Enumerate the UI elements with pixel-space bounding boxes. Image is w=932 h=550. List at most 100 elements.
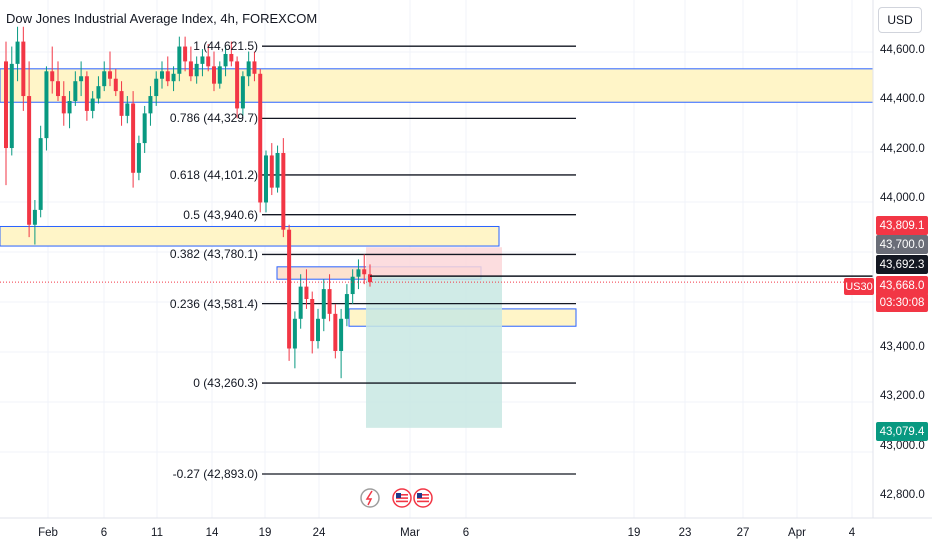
candle-body: [206, 56, 211, 67]
candle-body: [113, 78, 118, 92]
candle-body: [15, 41, 20, 64]
candle-body: [27, 96, 32, 225]
candle-body: [38, 138, 43, 210]
candle-body: [321, 289, 326, 319]
x-tick-label: 19: [258, 527, 272, 539]
y-tick-label: 43,200.0: [880, 390, 925, 402]
fib-label: -0.27 (42,893.0): [172, 466, 258, 481]
candle-body: [287, 229, 292, 349]
candle-body: [316, 318, 320, 342]
candle-body: [212, 66, 216, 84]
lightning-icon: [365, 490, 373, 506]
candle-body: [136, 143, 141, 173]
flag-canton: [396, 493, 401, 498]
last-close-price-tag: 43,692.3: [876, 255, 928, 274]
candle-body: [339, 318, 344, 351]
candle-body: [50, 71, 55, 82]
candle-body: [84, 76, 89, 111]
x-tick-label: 4: [848, 527, 856, 539]
flag-stripe: [417, 497, 429, 499]
candle-body: [269, 155, 274, 188]
candle-body: [235, 61, 240, 109]
target-price-tag: 43,079.4: [876, 422, 928, 441]
candle-body: [102, 71, 107, 87]
candle-body: [264, 155, 268, 203]
flag-stripe: [396, 497, 408, 499]
fib-label: 0 (43,260.3): [193, 376, 258, 391]
x-tick-label: 23: [678, 527, 692, 539]
candle-body: [61, 96, 66, 114]
candle-body: [67, 101, 72, 114]
flag-canton: [417, 493, 422, 498]
candle-body: [171, 73, 176, 82]
zone-rect: [0, 225, 500, 247]
candle-body: [148, 96, 153, 114]
candle-body: [252, 61, 257, 74]
flag-stripe: [417, 500, 429, 503]
candle-body: [9, 63, 14, 149]
candle-body: [188, 61, 193, 77]
candle-body: [177, 46, 182, 74]
candle-body: [350, 276, 355, 295]
candle-body: [344, 294, 349, 319]
candle-body: [131, 103, 136, 173]
zone-mid-price-tag: 43,700.0: [876, 235, 928, 254]
fib-label: 0.382 (43,780.1): [169, 247, 258, 262]
y-tick-label: 44,200.0: [880, 142, 925, 155]
flag-stripe: [396, 500, 408, 503]
candle-body: [356, 269, 361, 277]
candle-body: [258, 73, 263, 203]
candle-body: [275, 152, 280, 188]
us-flag-event-icon[interactable]: [413, 488, 433, 508]
bar-countdown-tag: 03:30:08: [876, 293, 928, 312]
candle-body: [333, 313, 338, 351]
candle-body: [246, 61, 251, 77]
candle-body: [183, 46, 188, 62]
candle-body: [327, 289, 332, 314]
x-tick-label: Apr: [788, 527, 806, 539]
x-tick-label: 27: [736, 527, 750, 539]
candle-body: [142, 113, 147, 144]
candle-body: [165, 71, 170, 82]
candle-body: [240, 76, 245, 109]
x-tick-label: Feb: [38, 527, 58, 539]
currency-selector[interactable]: USD: [878, 7, 922, 33]
dividend-event-icon[interactable]: [360, 488, 380, 508]
zone-rect: [0, 68, 874, 103]
candle-body: [108, 71, 112, 79]
fibonacci-retracement[interactable]: [262, 45, 576, 475]
x-tick-label: 19: [627, 527, 641, 539]
stop-loss-area: [366, 247, 502, 277]
flag-stripe: [396, 494, 408, 496]
short-position-tool[interactable]: [366, 247, 502, 428]
candle-body: [44, 71, 49, 139]
candle-body: [21, 41, 26, 97]
candle-body: [298, 286, 303, 319]
economic-events[interactable]: [360, 488, 433, 508]
y-tick-label: 43,000.0: [880, 439, 925, 452]
candle-body: [217, 66, 222, 84]
x-tick-label: 6: [100, 527, 108, 539]
candle-body: [229, 53, 234, 62]
candlestick-series: [4, 26, 372, 379]
candle-body: [310, 299, 315, 342]
zone-top-price-tag: 43,809.1: [876, 216, 928, 235]
x-tick-label: 11: [151, 527, 163, 539]
y-tick-label: 44,600.0: [880, 43, 925, 56]
candle-body: [90, 98, 95, 111]
candle-body: [194, 63, 199, 77]
fib-label: 1 (44,621.5): [193, 39, 258, 54]
fib-label: 0.618 (44,101.2): [169, 167, 258, 182]
x-tick-label: 14: [205, 527, 219, 539]
candle-body: [56, 81, 60, 97]
fib-label: 0.236 (43,581.4): [169, 296, 258, 311]
candle-body: [119, 91, 124, 116]
candle-body: [368, 274, 372, 283]
candle-body: [32, 209, 37, 225]
us-flag-event-icon[interactable]: [392, 488, 412, 508]
symbol-badge: US30: [844, 278, 874, 295]
x-tick-label: 24: [312, 527, 326, 539]
axes: [0, 0, 932, 519]
event-circle: [360, 488, 380, 508]
